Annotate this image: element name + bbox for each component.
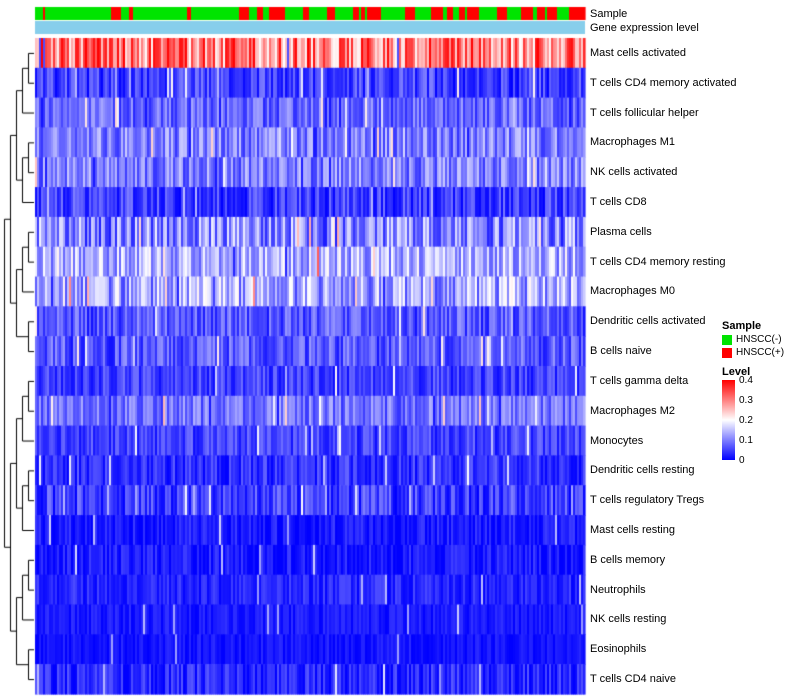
- row-label: T cells follicular helper: [590, 106, 699, 119]
- row-label: NK cells resting: [590, 613, 667, 626]
- row-label: B cells memory: [590, 553, 666, 566]
- row-label: B cells naive: [590, 345, 652, 358]
- legend-item-label: HNSCC(+): [736, 347, 785, 358]
- colorbar-tick: 0.2: [739, 415, 753, 426]
- row-label: T cells regulatory Tregs: [590, 494, 705, 507]
- expression-annotation-label: Gene expression level: [590, 22, 699, 34]
- legend-level-block: Level 0.4 0.3 0.2 0.1 0: [722, 366, 784, 466]
- legend-item-hnscc-negative: HNSCC(-): [722, 334, 784, 345]
- level-colorbar: [722, 380, 735, 460]
- level-colorbar-wrap: 0.4 0.3 0.2 0.1 0: [722, 376, 784, 466]
- row-label: T cells CD8: [590, 196, 647, 208]
- colorbar-tick: 0.3: [739, 395, 753, 406]
- row-label: Monocytes: [590, 434, 644, 447]
- colorbar-tick: 0.1: [739, 435, 753, 446]
- legend-item-label: HNSCC(-): [736, 334, 782, 345]
- row-label: T cells gamma delta: [590, 374, 689, 387]
- row-label: Mast cells activated: [590, 46, 686, 59]
- legend-level-title: Level: [722, 366, 751, 378]
- row-label: Macrophages M1: [590, 136, 675, 149]
- row-label: Dendritic cells activated: [590, 315, 706, 328]
- row-label: Eosinophils: [590, 643, 647, 656]
- row-label: T cells CD4 memory activated: [590, 76, 737, 89]
- row-label: Neutrophils: [590, 583, 646, 596]
- row-label: Mast cells resting: [590, 524, 675, 536]
- hnscc-positive-swatch-icon: [722, 347, 732, 358]
- row-label: T cells CD4 naive: [590, 673, 676, 686]
- row-label: Dendritic cells resting: [590, 464, 695, 477]
- legend-item-hnscc-positive: HNSCC(+): [722, 347, 784, 358]
- sample-annotation-label: Sample: [590, 8, 628, 20]
- hnscc-negative-swatch-icon: [722, 334, 732, 345]
- row-label: T cells CD4 memory resting: [590, 255, 726, 268]
- row-label: NK cells activated: [590, 166, 678, 179]
- legend: Sample HNSCC(-) HNSCC(+) Level 0.4 0.3 0…: [722, 320, 784, 466]
- legend-sample-title: Sample: [722, 320, 762, 332]
- row-label: Plasma cells: [590, 225, 652, 238]
- colorbar-tick: 0: [739, 455, 745, 466]
- row-label: Macrophages M2: [590, 404, 675, 417]
- colorbar-tick: 0.4: [739, 375, 753, 386]
- row-label: Macrophages M0: [590, 285, 675, 298]
